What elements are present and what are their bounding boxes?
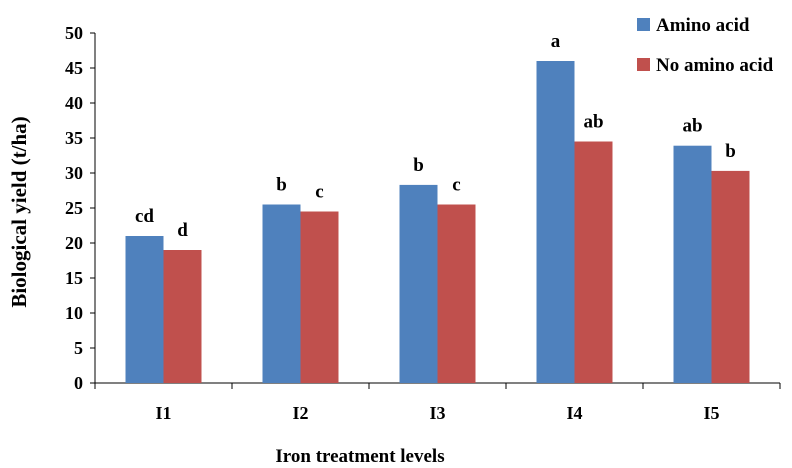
bar-significance-label: b <box>725 141 736 162</box>
x-tick-label: I5 <box>703 403 719 423</box>
y-tick-label: 10 <box>65 303 83 323</box>
x-tick-label: I2 <box>292 403 308 423</box>
bar-significance-label: d <box>177 220 188 241</box>
y-tick-label: 5 <box>74 338 83 358</box>
bar-annotations: cd b b a ab d c c ab b <box>135 31 736 241</box>
y-tick-label: 20 <box>65 233 83 253</box>
bar-significance-label: c <box>315 182 323 203</box>
bar <box>673 145 712 383</box>
x-tick-label: I3 <box>429 403 445 423</box>
bar-significance-label: ab <box>682 116 702 137</box>
bar <box>125 236 164 383</box>
bar <box>300 211 339 383</box>
y-tick-label: 30 <box>65 163 83 183</box>
y-tick-label: 45 <box>65 58 83 78</box>
bar-significance-label: c <box>452 175 460 196</box>
bar <box>536 61 575 383</box>
y-tick-label: 50 <box>65 23 83 43</box>
bar-significance-label: cd <box>135 206 154 227</box>
bar-significance-label: b <box>413 155 424 176</box>
bar <box>711 170 750 383</box>
y-tick-label: 35 <box>65 128 83 148</box>
y-axis: 0 5 10 15 20 25 30 35 40 45 50 <box>65 23 96 393</box>
x-tick-label: I4 <box>566 403 582 423</box>
bar-significance-label: b <box>276 175 287 196</box>
bar-significance-label: ab <box>583 112 603 133</box>
y-tick-label: 25 <box>65 198 83 218</box>
bar <box>399 184 438 383</box>
bar-significance-label: a <box>551 31 561 52</box>
legend-swatch <box>637 18 650 31</box>
bar <box>437 204 476 383</box>
y-tick-label: 15 <box>65 268 83 288</box>
y-axis-title: Biological yield (t/ha) <box>7 116 31 307</box>
x-tick-label: I1 <box>155 403 171 423</box>
x-axis: I1 I2 I3 I4 I5 <box>94 382 781 423</box>
x-axis-title: Iron treatment levels <box>275 446 444 467</box>
bar-series <box>125 61 750 383</box>
legend-swatch <box>637 58 650 71</box>
bar <box>163 250 202 383</box>
legend: Amino acid No amino acid <box>637 15 774 76</box>
bar <box>574 141 613 383</box>
y-tick-label: 40 <box>65 93 83 113</box>
legend-label: Amino acid <box>656 15 750 36</box>
bar <box>262 204 301 383</box>
legend-label: No amino acid <box>656 55 774 76</box>
y-tick-label: 0 <box>74 373 83 393</box>
